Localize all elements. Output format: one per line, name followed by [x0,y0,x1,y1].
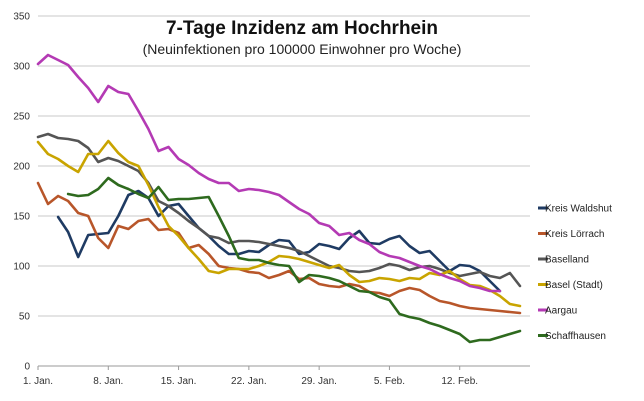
y-tick-label: 150 [13,212,30,223]
x-tick-label: 12. Feb. [441,376,478,387]
gridlines [38,15,530,367]
x-tick-label: 15. Jan. [161,376,197,387]
y-tick-label: 200 [13,162,30,173]
series-line-kreis-waldshut [56,189,502,293]
x-tick-label: 22. Jan. [231,376,267,387]
legend-label: Baselland [545,255,589,266]
chart-title: 7-Tage Inzidenz am Hochrhein [166,18,438,39]
y-tick-label: 350 [13,12,30,23]
legend-label: Schaffhausen [545,331,606,342]
series-line-schaffhausen [66,176,522,344]
legend-label: Aargau [545,306,577,317]
legend-label: Kreis Lörrach [545,229,604,240]
series-line-aargau [36,53,502,293]
x-tick-label: 1. Jan. [23,376,53,387]
y-tick-label: 300 [13,62,30,73]
legend-label: Kreis Waldshut [545,204,612,215]
series-lines [36,53,522,344]
x-tick-label: 8. Jan. [93,376,123,387]
y-axis-ticks: 0 50 100 150 200 250 300 350 [13,12,30,373]
x-axis-ticks: 1. Jan. 8. Jan. 15. Jan. 22. Jan. 29. Jan. 5.… [23,366,478,387]
x-tick-label: 29. Jan. [301,376,337,387]
series-line-kreis-l-rrach [36,181,522,315]
y-tick-label: 0 [24,362,30,373]
series-line-baselland [36,132,522,288]
x-tick-label: 5. Feb. [374,376,405,387]
y-tick-label: 50 [19,312,31,323]
legend-label: Basel (Stadt) [545,280,603,291]
legend: Kreis Waldshut Kreis Lörrach Baselland Base… [538,204,612,342]
y-tick-label: 250 [13,112,30,123]
y-tick-label: 100 [13,262,30,273]
chart-subtitle: (Neuinfektionen pro 100000 Einwohner pro… [143,41,462,57]
